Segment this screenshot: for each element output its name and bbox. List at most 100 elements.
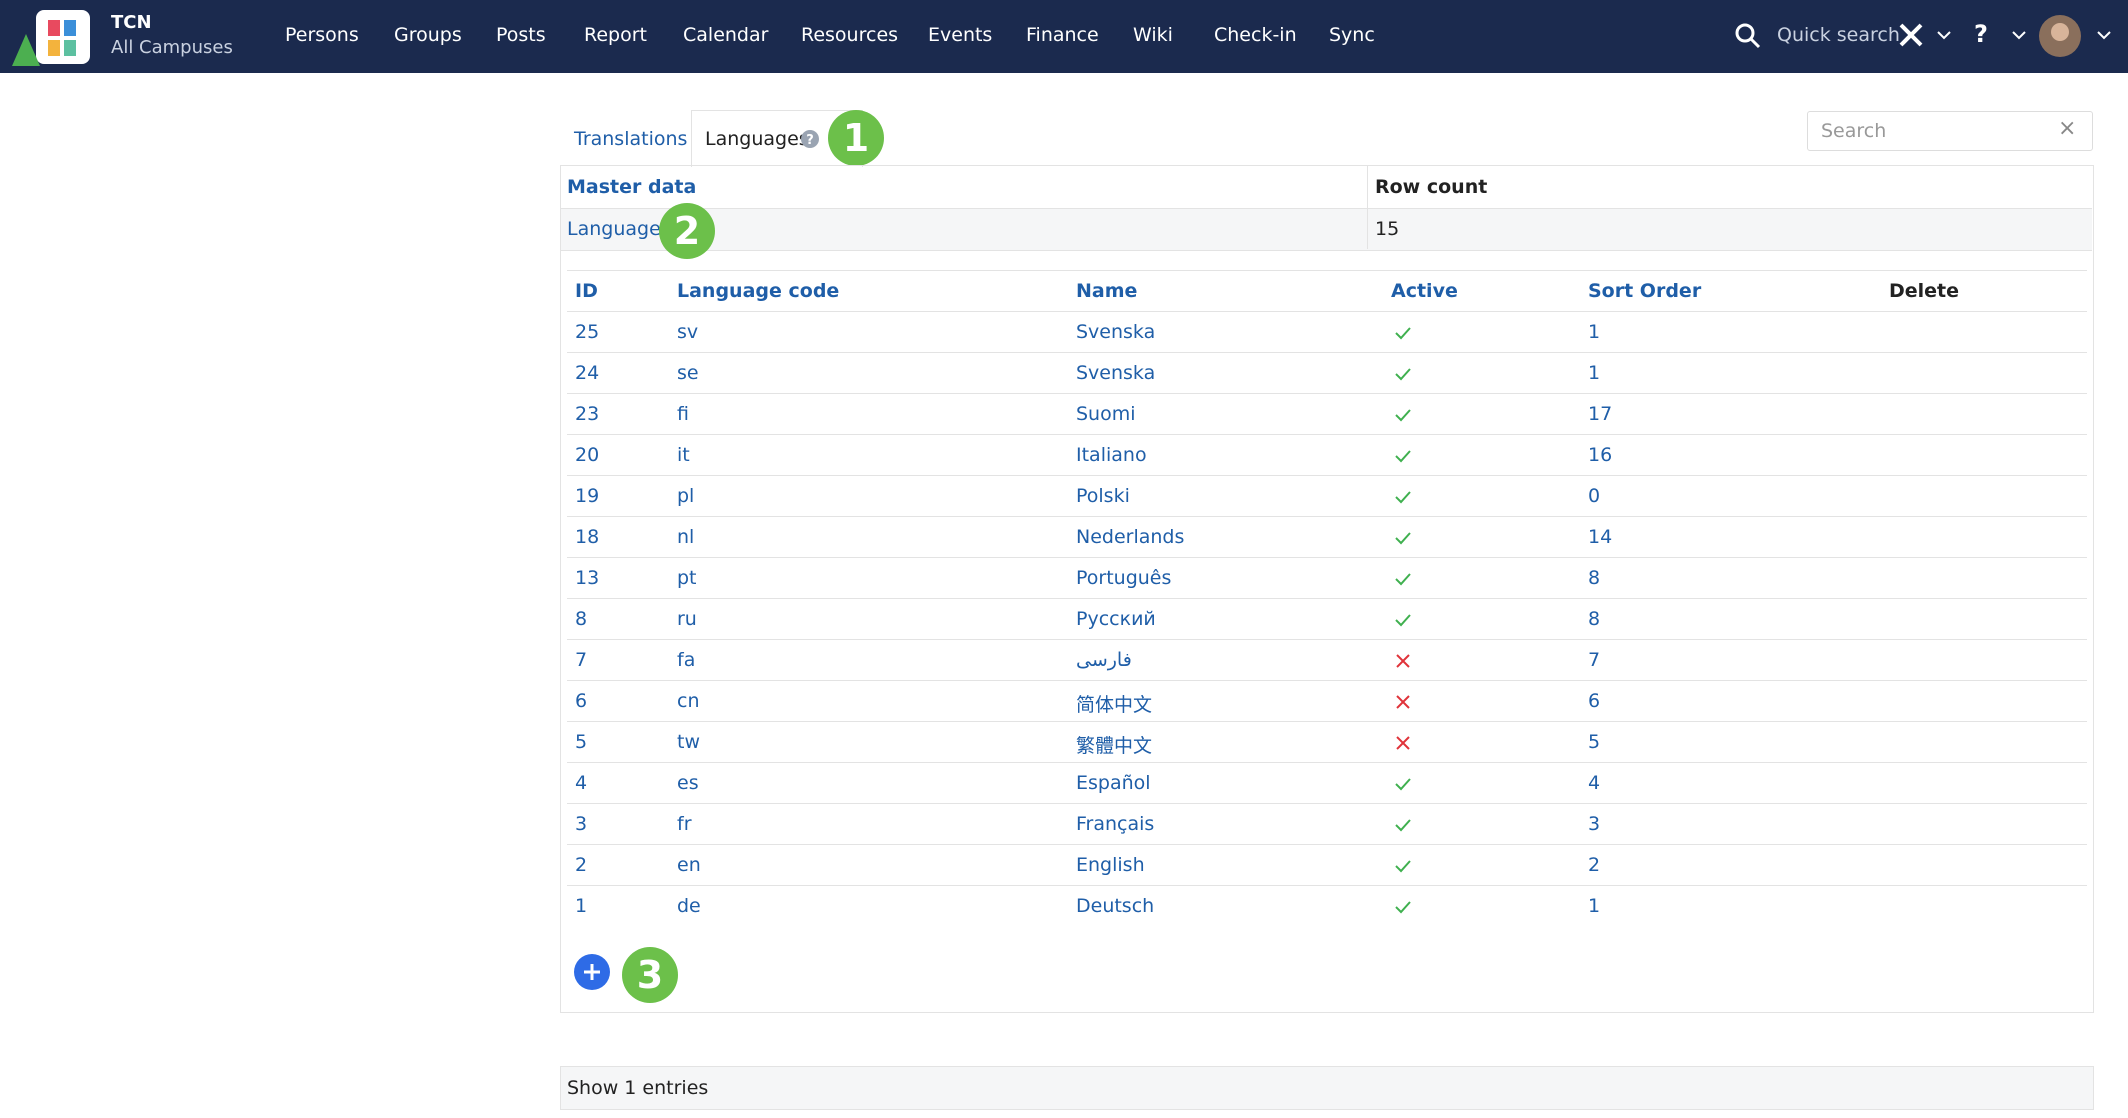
logo[interactable]	[8, 8, 92, 68]
table-cell[interactable]: es	[677, 772, 699, 794]
table-cell[interactable]: Svenska	[1076, 321, 1156, 343]
row-divider	[567, 803, 2087, 804]
table-cell[interactable]: ru	[677, 608, 697, 630]
table-cell[interactable]: 6	[575, 690, 588, 712]
tools-menu[interactable]	[1898, 22, 1958, 50]
nav-item[interactable]: Events	[928, 24, 993, 46]
column-header[interactable]: Active	[1391, 280, 1458, 302]
table-cell[interactable]: Svenska	[1076, 362, 1156, 384]
row-divider	[567, 475, 2087, 476]
table-cell[interactable]: 24	[575, 362, 600, 384]
nav-item[interactable]: Persons	[285, 24, 359, 46]
table-cell[interactable]: tw	[677, 731, 700, 753]
table-cell[interactable]: 23	[575, 403, 600, 425]
table-cell[interactable]: 1	[1588, 362, 1601, 384]
table-cell[interactable]: nl	[677, 526, 695, 548]
table-cell[interactable]: 25	[575, 321, 600, 343]
table-cell[interactable]: Русский	[1076, 608, 1156, 630]
master-header[interactable]: Master data	[567, 176, 697, 198]
nav-item[interactable]: Groups	[394, 24, 462, 46]
active-check	[1395, 778, 1411, 791]
nav-item[interactable]: Posts	[496, 24, 546, 46]
table-cell[interactable]: 13	[575, 567, 600, 589]
table-cell[interactable]: 繁體中文	[1076, 735, 1153, 757]
table-cell[interactable]: 6	[1588, 690, 1601, 712]
table-cell[interactable]: Italiano	[1076, 444, 1147, 466]
table-cell[interactable]: 2	[1588, 854, 1601, 876]
row-divider	[567, 721, 2087, 722]
table-cell[interactable]: cn	[677, 690, 700, 712]
annotation: 3	[622, 947, 678, 1003]
table-cell[interactable]: 4	[575, 772, 588, 794]
table-cell[interactable]: 4	[1588, 772, 1601, 794]
table-cell[interactable]: 3	[1588, 813, 1601, 835]
nav-item[interactable]: Check-in	[1214, 24, 1297, 46]
search-input[interactable]	[1807, 111, 2093, 151]
table-cell[interactable]: 3	[575, 813, 588, 835]
table-cell[interactable]: 5	[575, 731, 588, 753]
add-button[interactable]	[573, 953, 611, 991]
table-cell[interactable]: فارسی	[1076, 649, 1132, 671]
table-cell[interactable]: 1	[1588, 895, 1601, 917]
table-cell[interactable]: 16	[1588, 444, 1613, 466]
table-cell[interactable]: Español	[1076, 772, 1151, 794]
table-cell[interactable]: 20	[575, 444, 600, 466]
table-cell[interactable]: pl	[677, 485, 695, 507]
nav-item[interactable]: Wiki	[1133, 24, 1173, 46]
column-header[interactable]: Name	[1076, 280, 1138, 302]
user-menu[interactable]	[2038, 14, 2124, 60]
table-cell[interactable]: de	[677, 895, 701, 917]
quick-search[interactable]: Quick search	[1777, 24, 1900, 46]
table-cell[interactable]: 8	[1588, 567, 1601, 589]
table-cell[interactable]: 7	[1588, 649, 1601, 671]
table-cell[interactable]: en	[677, 854, 701, 876]
table-cell[interactable]: pt	[677, 567, 697, 589]
campus-selector[interactable]: All Campuses	[111, 37, 233, 58]
column-header[interactable]: ID	[575, 280, 598, 302]
table-cell[interactable]: 5	[1588, 731, 1601, 753]
table-cell[interactable]: se	[677, 362, 699, 384]
table-cell[interactable]: fr	[677, 813, 692, 835]
column-header[interactable]: Language code	[677, 280, 840, 302]
table-cell[interactable]: it	[677, 444, 690, 466]
nav-item[interactable]: Calendar	[683, 24, 769, 46]
table-cell[interactable]: 7	[575, 649, 588, 671]
table-cell[interactable]: 2	[575, 854, 588, 876]
table-cell[interactable]: 0	[1588, 485, 1601, 507]
table-cell[interactable]: Suomi	[1076, 403, 1136, 425]
table-cell[interactable]: fi	[677, 403, 689, 425]
table-cell[interactable]: 8	[1588, 608, 1601, 630]
table-cell[interactable]: 19	[575, 485, 600, 507]
nav-item[interactable]: Resources	[801, 24, 899, 46]
row-divider	[567, 762, 2087, 763]
table-cell[interactable]: sv	[677, 321, 699, 343]
nav-item[interactable]: Report	[584, 24, 647, 46]
nav-item[interactable]: Sync	[1329, 24, 1375, 46]
table-cell[interactable]: fa	[677, 649, 696, 671]
column-header[interactable]: Sort Order	[1588, 280, 1702, 302]
nav-item[interactable]: Finance	[1026, 24, 1099, 46]
entries-info: Show 1 entries	[567, 1077, 709, 1099]
table-cell[interactable]: Polski	[1076, 485, 1130, 507]
master-link[interactable]: Language	[567, 218, 661, 240]
table-cell[interactable]: Português	[1076, 567, 1172, 589]
tab[interactable]: Translations	[574, 128, 688, 150]
help-icon[interactable]: ?	[800, 129, 820, 149]
inactive-cross	[1396, 695, 1410, 709]
table-cell[interactable]: Français	[1076, 813, 1155, 835]
help-menu[interactable]: ?	[1974, 20, 1988, 48]
table-cell[interactable]: Nederlands	[1076, 526, 1185, 548]
table-cell[interactable]: 8	[575, 608, 588, 630]
table-cell[interactable]: 14	[1588, 526, 1613, 548]
table-cell[interactable]: 18	[575, 526, 600, 548]
table-cell[interactable]: Deutsch	[1076, 895, 1155, 917]
table-cell[interactable]: 17	[1588, 403, 1613, 425]
table-cell[interactable]: English	[1076, 854, 1145, 876]
clear-button[interactable]: ×	[2058, 116, 2077, 141]
table-cell[interactable]: 简体中文	[1076, 694, 1153, 716]
tab[interactable]: Languages	[705, 128, 809, 150]
search-icon[interactable]	[1734, 22, 1762, 50]
table-cell[interactable]: 1	[575, 895, 588, 917]
table-cell[interactable]: 1	[1588, 321, 1601, 343]
